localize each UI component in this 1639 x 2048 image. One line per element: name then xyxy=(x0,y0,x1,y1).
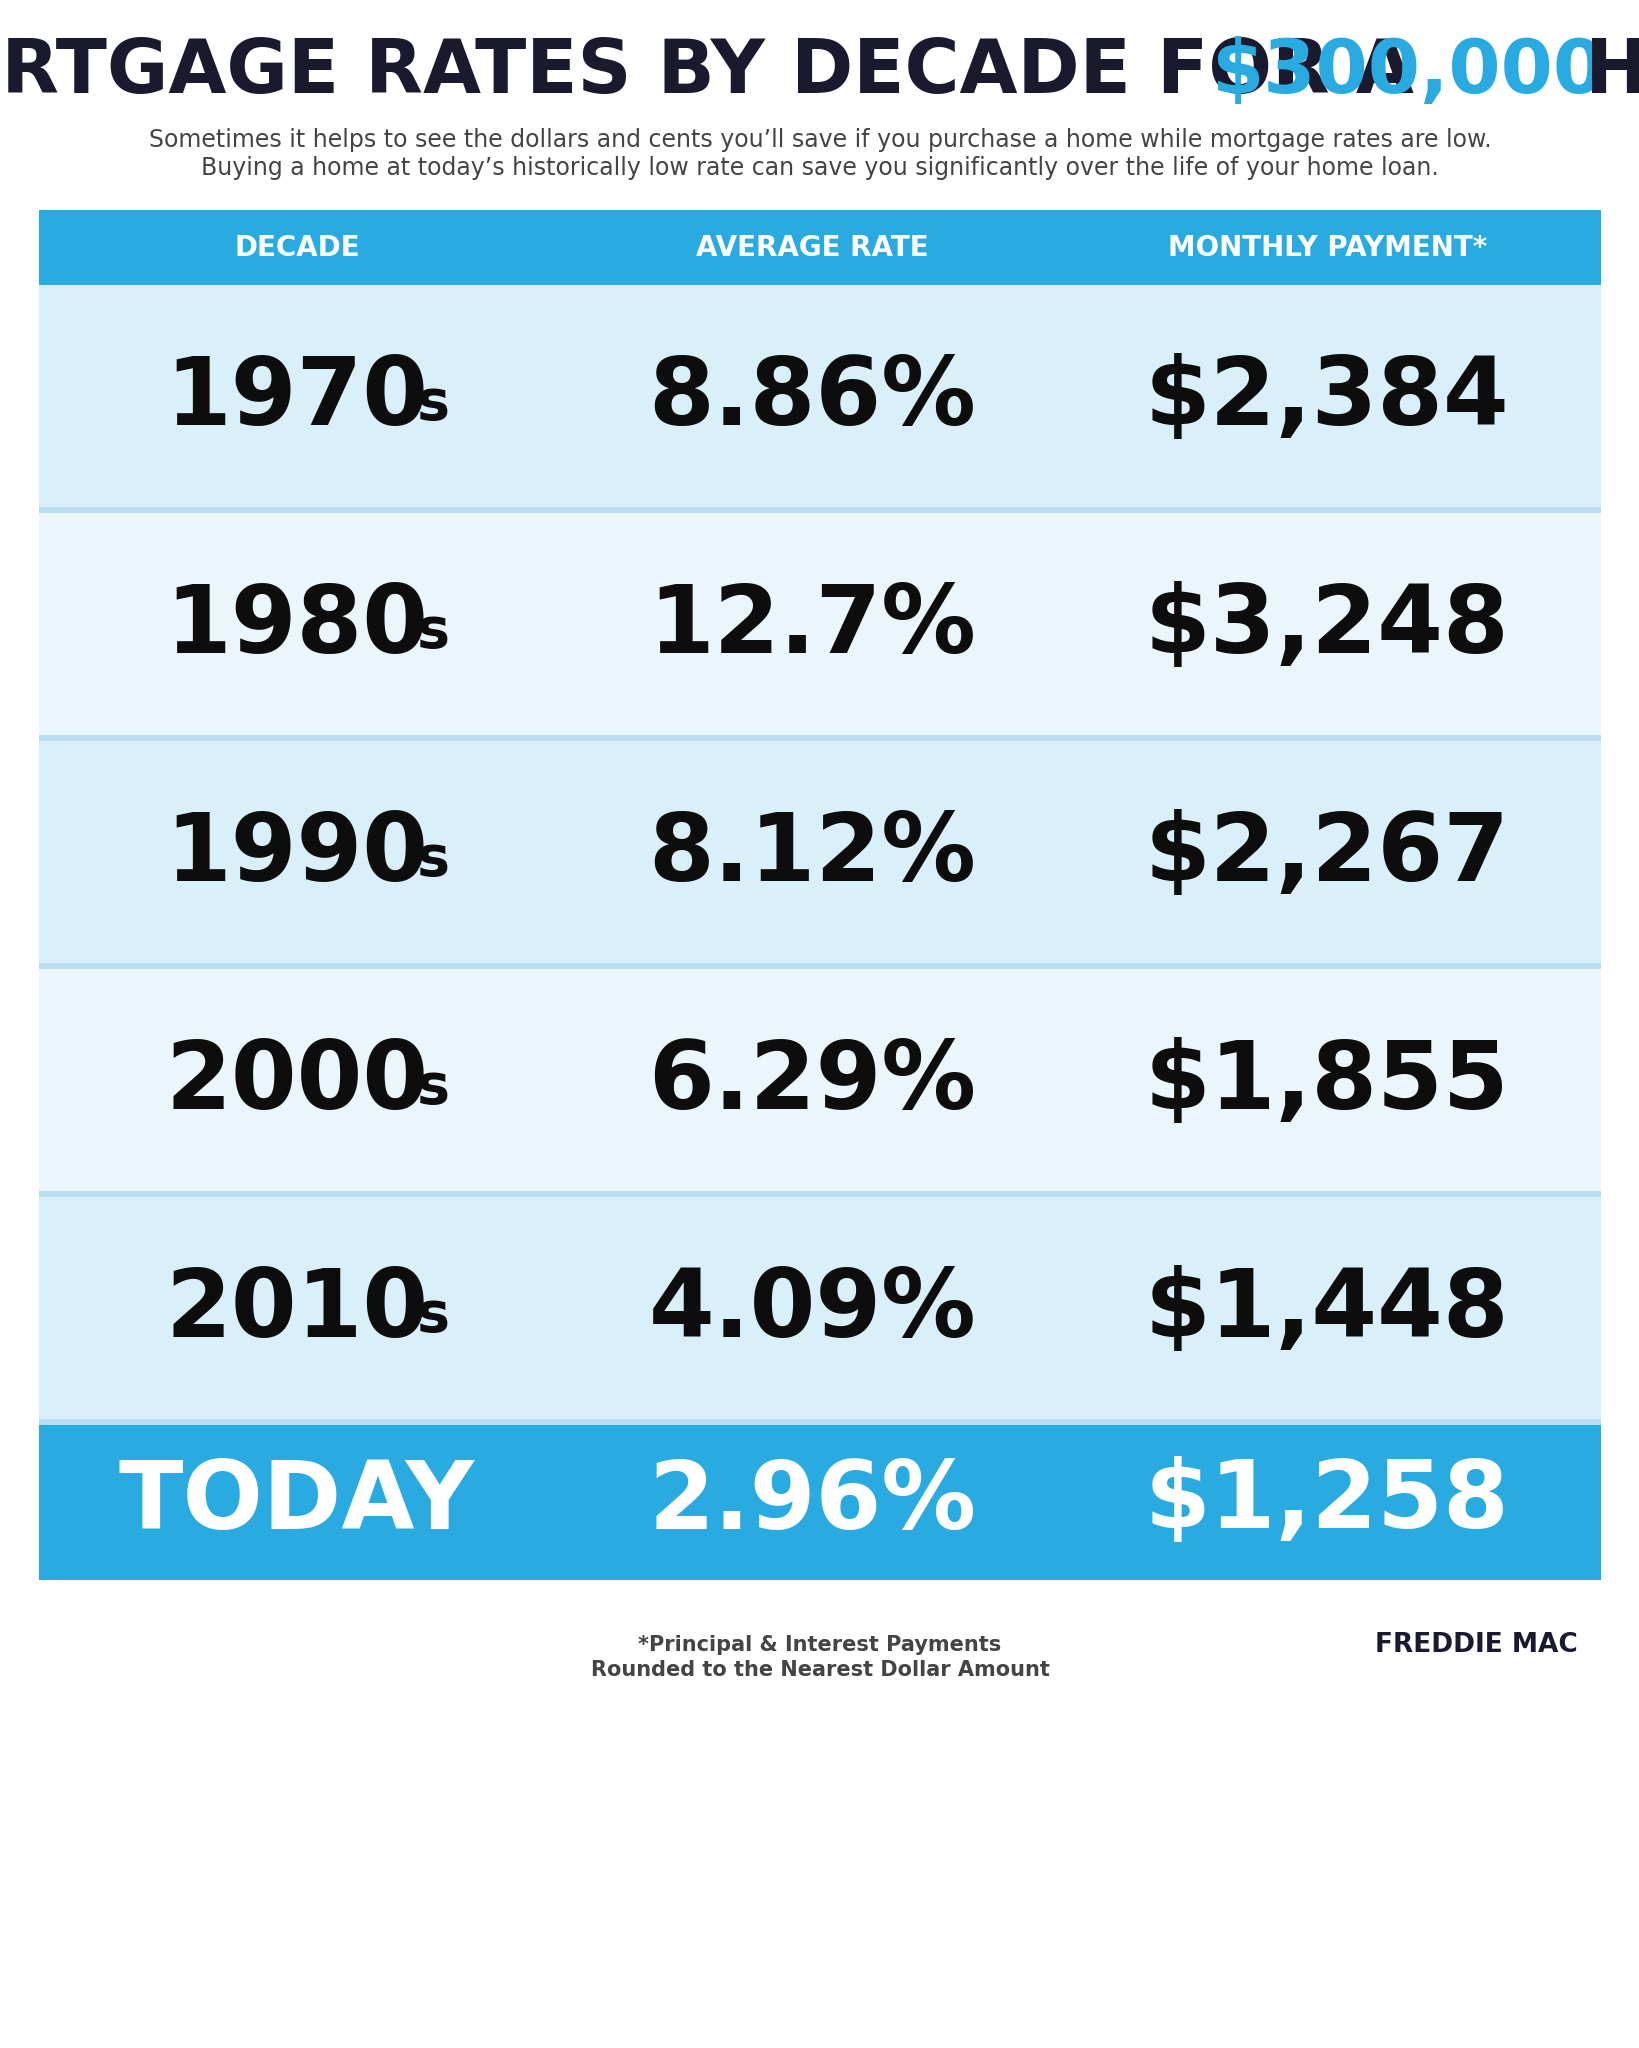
Text: $300,000: $300,000 xyxy=(1211,35,1605,109)
Bar xyxy=(39,1196,1600,1425)
Text: 12.7%: 12.7% xyxy=(647,582,975,674)
Bar xyxy=(39,211,1600,285)
Text: 1980: 1980 xyxy=(166,582,428,674)
Text: DECADE: DECADE xyxy=(234,233,359,262)
Text: Buying a home at today’s historically low rate can save you significantly over t: Buying a home at today’s historically lo… xyxy=(202,156,1437,180)
Bar xyxy=(39,969,1600,1196)
Text: s: s xyxy=(416,604,449,659)
Bar xyxy=(39,1419,1600,1425)
Text: s: s xyxy=(416,834,449,887)
Bar xyxy=(39,741,1600,969)
Text: AVERAGE RATE: AVERAGE RATE xyxy=(695,233,928,262)
Bar xyxy=(39,1192,1600,1196)
Text: 2.96%: 2.96% xyxy=(647,1456,975,1548)
Text: s: s xyxy=(416,1288,449,1343)
Text: $1,855: $1,855 xyxy=(1144,1036,1510,1128)
Text: 2000: 2000 xyxy=(166,1036,428,1128)
Text: s: s xyxy=(416,377,449,430)
Text: 1990: 1990 xyxy=(166,809,428,901)
Bar xyxy=(39,285,1600,512)
Text: 6.29%: 6.29% xyxy=(647,1036,975,1128)
Bar xyxy=(39,735,1600,741)
Text: Sometimes it helps to see the dollars and cents you’ll save if you purchase a ho: Sometimes it helps to see the dollars an… xyxy=(149,127,1490,152)
Text: Rounded to the Nearest Dollar Amount: Rounded to the Nearest Dollar Amount xyxy=(590,1661,1049,1679)
Text: $2,267: $2,267 xyxy=(1144,809,1510,901)
Text: 8.86%: 8.86% xyxy=(647,352,975,444)
Bar xyxy=(39,1425,1600,1579)
Bar xyxy=(39,963,1600,969)
Text: $1,258: $1,258 xyxy=(1144,1456,1510,1548)
Text: 8.12%: 8.12% xyxy=(647,809,975,901)
Text: MONTHLY PAYMENT*: MONTHLY PAYMENT* xyxy=(1167,233,1487,262)
Text: 2010: 2010 xyxy=(166,1266,428,1358)
Text: 4.09%: 4.09% xyxy=(647,1266,975,1358)
Text: $2,384: $2,384 xyxy=(1144,352,1510,444)
Text: $3,248: $3,248 xyxy=(1144,582,1510,674)
Text: 1970: 1970 xyxy=(166,352,428,444)
Text: HOME: HOME xyxy=(1559,35,1639,109)
Bar xyxy=(39,512,1600,741)
Text: s: s xyxy=(416,1061,449,1114)
Text: MORTGAGE RATES BY DECADE FOR A: MORTGAGE RATES BY DECADE FOR A xyxy=(0,35,1439,109)
Text: TODAY: TODAY xyxy=(120,1456,475,1548)
Text: $1,448: $1,448 xyxy=(1144,1266,1510,1358)
Bar xyxy=(39,508,1600,512)
Text: FREDDIE MAC: FREDDIE MAC xyxy=(1373,1632,1577,1659)
Text: *Principal & Interest Payments: *Principal & Interest Payments xyxy=(638,1634,1001,1655)
